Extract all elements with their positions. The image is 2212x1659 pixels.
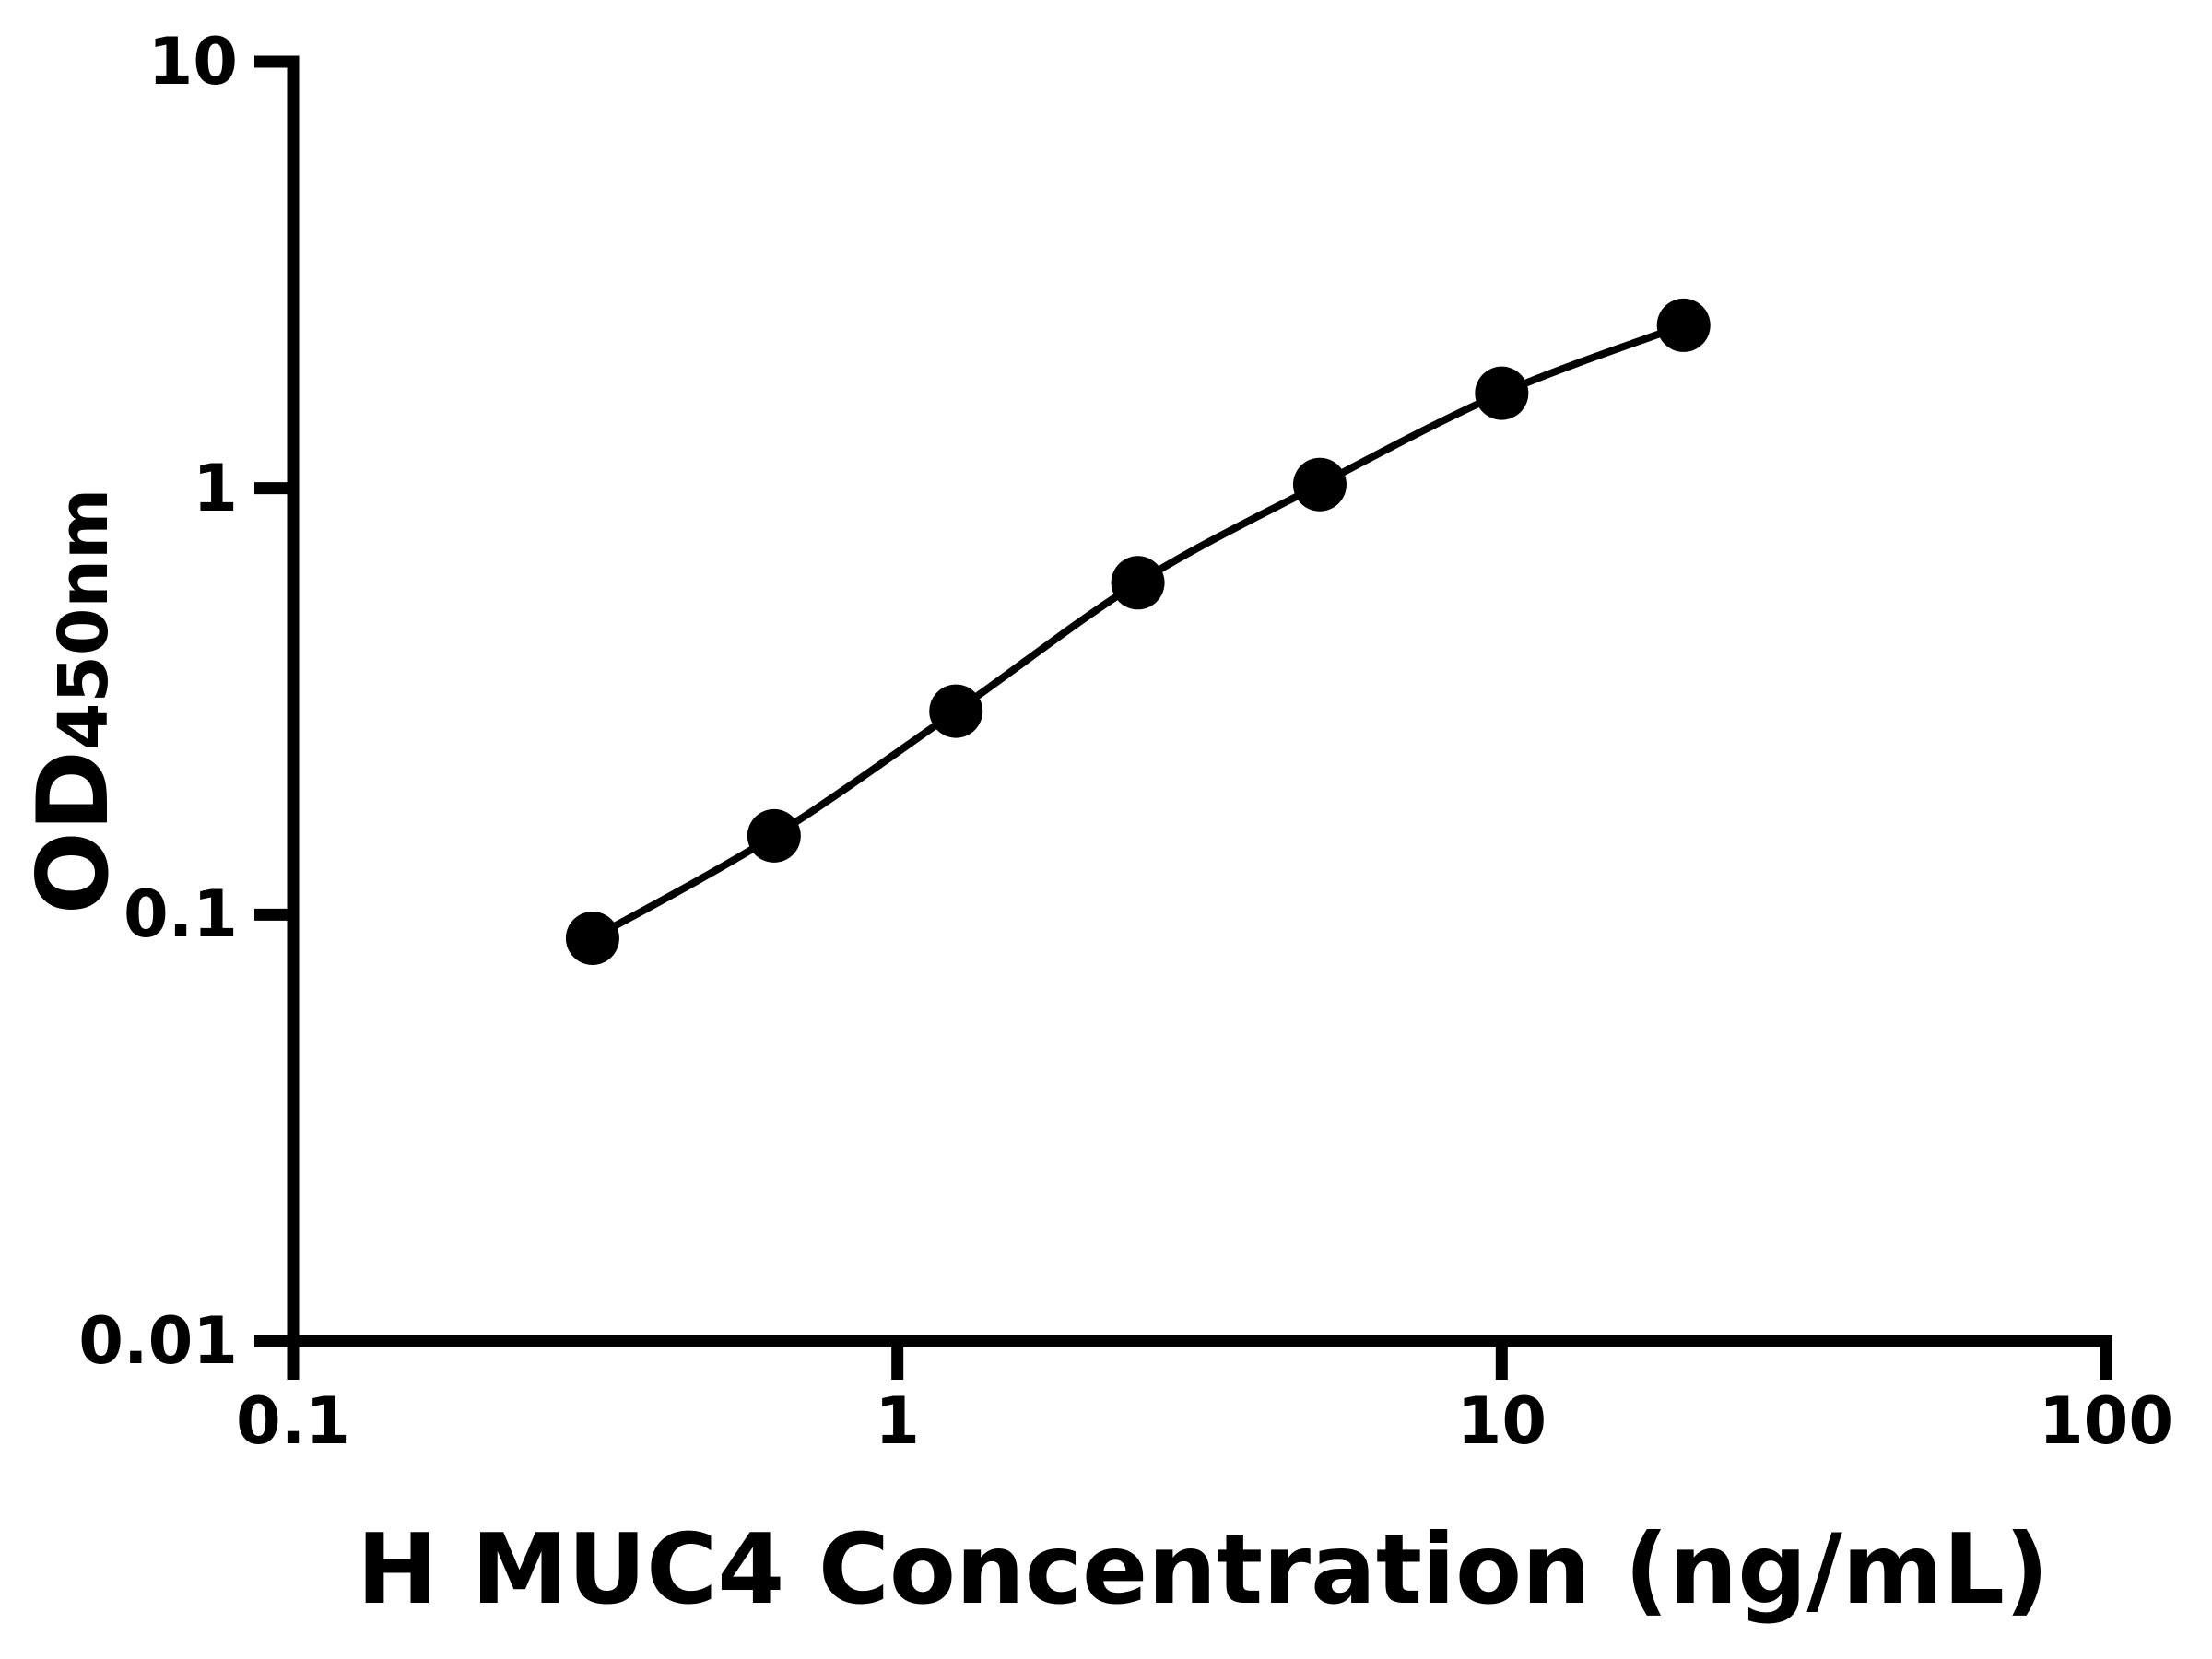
- y-axis-title: OD450nm: [17, 488, 130, 914]
- data-point-marker: [1475, 366, 1529, 420]
- y-axis-title-sub: 450nm: [44, 488, 124, 751]
- data-point-marker: [1292, 457, 1347, 512]
- x-axis-title: H MUC4 Concentration (ng/mL): [356, 1513, 2050, 1626]
- data-point-marker: [929, 684, 983, 738]
- data-point-marker: [1111, 556, 1165, 610]
- y-axis-title-main: OD: [17, 750, 130, 915]
- axis-line: [287, 55, 2112, 1347]
- data-point-marker: [1656, 298, 1711, 352]
- data-point-marker: [747, 808, 801, 863]
- data-point-marker: [565, 912, 619, 966]
